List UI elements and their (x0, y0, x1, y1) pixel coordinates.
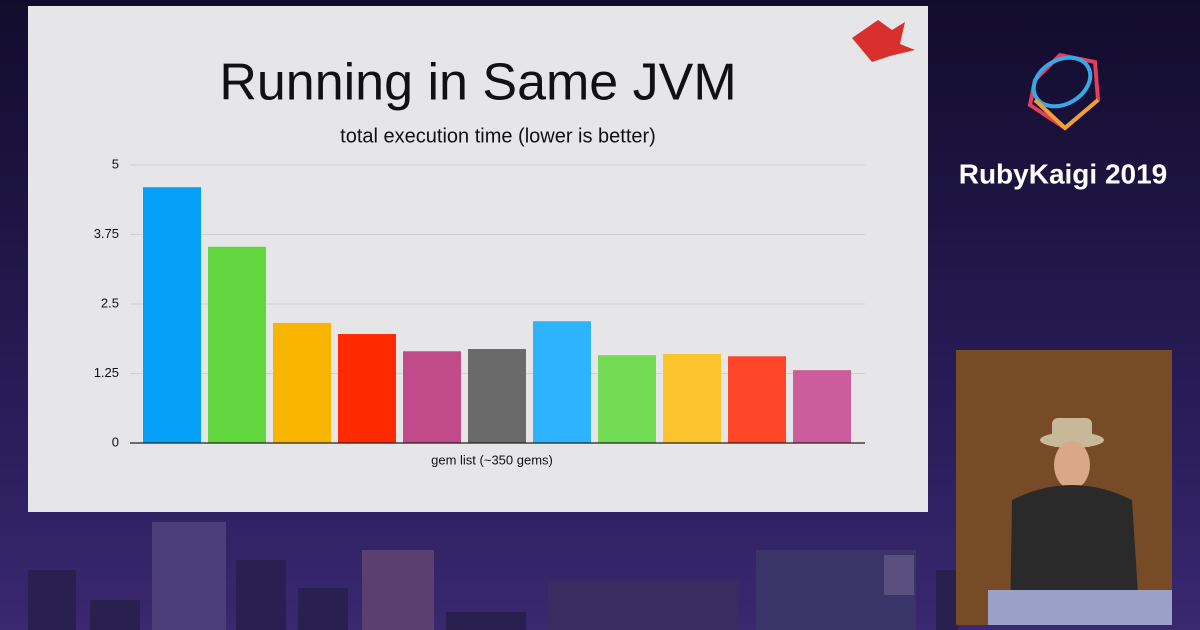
bar (273, 322, 331, 443)
bar (533, 321, 591, 443)
bar (338, 334, 396, 443)
y-tick-label: 0 (112, 434, 119, 449)
bar (598, 355, 656, 443)
chart-subtitle: total execution time (lower is better) (340, 125, 656, 147)
bar (208, 246, 266, 443)
bar (468, 349, 526, 443)
y-tick-label: 2.5 (101, 295, 119, 310)
bar (728, 356, 786, 443)
bar (663, 354, 721, 443)
speaker-video (956, 350, 1172, 625)
bar (403, 351, 461, 443)
y-tick-label: 5 (112, 156, 119, 171)
x-axis-label: gem list (~350 gems) (431, 452, 553, 467)
chart-title: Running in Same JVM (219, 54, 736, 112)
bar (793, 370, 851, 443)
y-tick-label: 3.75 (94, 226, 119, 241)
y-tick-label: 1.25 (94, 365, 119, 380)
bar (143, 187, 201, 443)
city-skyline (28, 522, 958, 630)
bird-logo (852, 20, 915, 62)
ruby-logo (1027, 52, 1101, 131)
event-name: RubyKaigi 2019 (959, 158, 1168, 189)
